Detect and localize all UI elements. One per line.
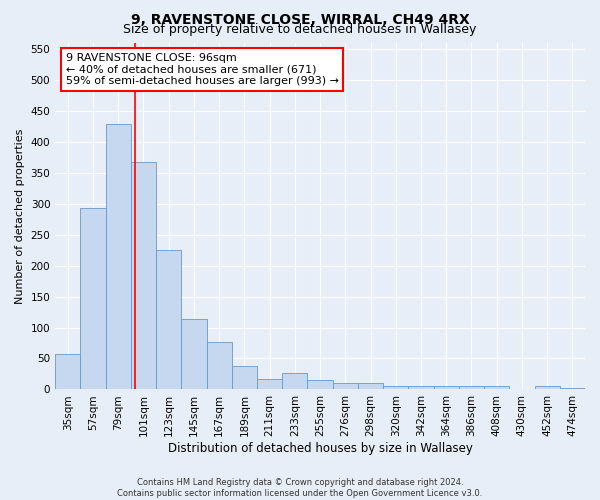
Bar [131,162,156,390]
Text: Size of property relative to detached houses in Wallasey: Size of property relative to detached ho… [124,22,476,36]
Bar [535,386,560,390]
Bar [181,320,206,390]
Text: 9, RAVENSTONE CLOSE, WIRRAL, CH49 4RX: 9, RAVENSTONE CLOSE, WIRRAL, CH49 4RX [131,12,469,26]
Bar [459,386,484,390]
Bar [383,386,409,390]
Text: Contains HM Land Registry data © Crown copyright and database right 2024.
Contai: Contains HM Land Registry data © Crown c… [118,478,482,498]
Bar [106,124,131,390]
Bar [560,388,585,390]
Bar [232,366,257,390]
Bar [55,354,80,390]
Bar [80,208,106,390]
Bar [206,342,232,390]
Bar [358,384,383,390]
Bar [156,250,181,390]
Text: 9 RAVENSTONE CLOSE: 96sqm
← 40% of detached houses are smaller (671)
59% of semi: 9 RAVENSTONE CLOSE: 96sqm ← 40% of detac… [66,53,339,86]
Bar [307,380,332,390]
Bar [257,379,282,390]
Bar [484,386,509,390]
Bar [282,372,307,390]
X-axis label: Distribution of detached houses by size in Wallasey: Distribution of detached houses by size … [167,442,473,455]
Bar [409,386,434,390]
Bar [332,384,358,390]
Y-axis label: Number of detached properties: Number of detached properties [15,128,25,304]
Bar [434,386,459,390]
